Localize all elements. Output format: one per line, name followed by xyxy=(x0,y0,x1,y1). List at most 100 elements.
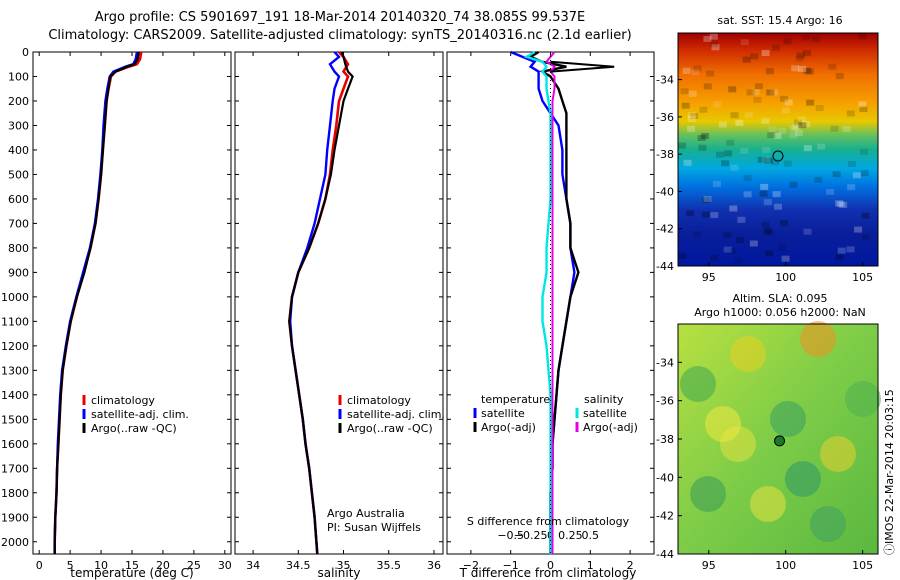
sst-texture-cell xyxy=(761,50,770,56)
map-x-tick-label: 100 xyxy=(775,271,796,284)
annotation-pi: PI: Susan Wijffels xyxy=(327,521,421,534)
sst-texture-cell xyxy=(716,151,724,158)
map-y-tick-label: -42 xyxy=(656,510,674,523)
sst-texture-cell xyxy=(764,229,773,236)
sst-texture-cell xyxy=(740,39,749,46)
depth-tick-label: 400 xyxy=(8,144,29,157)
sst-texture-cell xyxy=(814,176,823,183)
legend-header-salinity: salinity xyxy=(584,393,624,406)
sst-texture-cell xyxy=(730,164,739,171)
sst-texture-cell xyxy=(701,211,710,218)
sst-texture-cell xyxy=(795,55,804,62)
sst-texture-cell xyxy=(742,56,751,63)
legend-label: Argo(..raw -QC) xyxy=(91,422,177,435)
sst-texture-cell xyxy=(770,89,779,96)
sst-texture-cell xyxy=(682,67,691,74)
annotation-argo-australia: Argo Australia xyxy=(327,507,405,520)
sst-texture-cell xyxy=(693,65,702,72)
x-tick-label: 10 xyxy=(94,559,108,572)
sst-texture-cell xyxy=(754,83,763,90)
x-tick-label: 34.5 xyxy=(286,559,311,572)
sst-texture-cell xyxy=(762,146,771,153)
series-line-argo-raw-qc- xyxy=(288,51,354,555)
sst-texture-cell xyxy=(736,237,744,244)
sst-texture-cell xyxy=(680,88,689,95)
sst-texture-cell xyxy=(687,125,696,132)
sst-texture-cell xyxy=(847,160,856,167)
sst-texture-cell xyxy=(806,99,815,106)
x-tick-label: 35.5 xyxy=(376,559,401,572)
x-tick-label: 20 xyxy=(156,559,170,572)
sst-texture-cell xyxy=(803,145,812,152)
sst-texture-cell xyxy=(703,35,712,42)
sst-texture-cell xyxy=(765,68,774,75)
sst-texture-cell xyxy=(743,191,752,198)
sst-texture-cell xyxy=(792,123,801,130)
sst-texture-cell xyxy=(728,86,737,93)
sst-texture-cell xyxy=(805,68,814,75)
sst-texture-cell xyxy=(802,34,811,41)
sst-texture-cell xyxy=(796,52,805,59)
legend-label: satellite-adj. clim. xyxy=(91,408,189,421)
sst-texture-cell xyxy=(846,246,855,253)
s-difference-tick-label: −0.25 xyxy=(514,529,548,542)
sst-texture-cell xyxy=(798,122,807,129)
sst-texture-cell xyxy=(791,65,800,72)
legend-label: Argo(..raw -QC) xyxy=(347,422,433,435)
sst-texture-cell xyxy=(699,106,708,113)
sst-texture-cell xyxy=(721,160,730,167)
sst-texture-cell xyxy=(837,247,846,254)
sst-texture-cell xyxy=(830,125,839,132)
sst-texture-cell xyxy=(772,191,781,198)
depth-tick-label: 700 xyxy=(8,217,29,230)
map-y-tick-label: -38 xyxy=(656,148,674,161)
map-y-tick-label: -40 xyxy=(656,185,674,198)
sst-texture-cell xyxy=(793,119,802,126)
sst-texture-cell xyxy=(697,135,706,141)
sst-texture-cell xyxy=(751,89,760,96)
legend-label: satellite xyxy=(583,407,627,420)
depth-tick-label: 300 xyxy=(8,119,29,132)
sst-texture-cell xyxy=(860,148,869,155)
map-y-tick-label: -40 xyxy=(656,471,674,484)
sla-argo-position-marker xyxy=(774,435,786,447)
sst-texture-cell xyxy=(740,147,749,154)
sst-texture-cell xyxy=(730,112,739,119)
depth-tick-label: 200 xyxy=(8,95,29,108)
sst-texture-cell xyxy=(703,195,712,202)
temperature-axes-box xyxy=(32,51,232,555)
sst-texture-cell xyxy=(762,156,771,163)
sst-texture-cell xyxy=(711,44,720,51)
sst-texture-cell xyxy=(763,227,772,234)
legend-label: Argo(-adj) xyxy=(481,421,536,434)
sla-blob xyxy=(705,406,741,442)
s-difference-tick-label: −0.5 xyxy=(497,529,524,542)
sst-texture-cell xyxy=(688,90,697,97)
sla-blob xyxy=(730,336,766,372)
sst-texture-cell xyxy=(847,184,856,191)
map-y-tick-label: -36 xyxy=(656,395,674,408)
map-y-tick-label: -34 xyxy=(656,74,674,87)
sst-texture-cell xyxy=(835,200,843,207)
sst-heatmap xyxy=(678,33,878,266)
sst-texture-cell xyxy=(735,119,744,126)
sst-texture-cell xyxy=(780,219,789,226)
sst-texture-cell xyxy=(703,83,712,90)
sst-texture-cell xyxy=(797,116,806,123)
sst-texture-cell xyxy=(854,226,863,233)
map-x-tick-label: 95 xyxy=(702,271,716,284)
sla-blob xyxy=(770,401,806,437)
sst-texture-cell xyxy=(802,50,811,57)
sst-texture-cell xyxy=(835,254,844,261)
map-y-tick-label: -44 xyxy=(656,260,674,273)
x-tick-label: 25 xyxy=(187,559,201,572)
sst-texture-cell xyxy=(766,89,775,96)
sst-map-panel: sat. SST: 15.4 Argo: 16 95 100 105 -44 -42 -4… xyxy=(656,14,879,284)
sla-blob xyxy=(690,476,726,512)
legend-label: satellite-adj. clim. xyxy=(347,408,445,421)
sst-texture-cell xyxy=(761,117,770,124)
map-y-tick-label: -38 xyxy=(656,433,674,446)
map-x-tick-label: 105 xyxy=(852,559,873,572)
